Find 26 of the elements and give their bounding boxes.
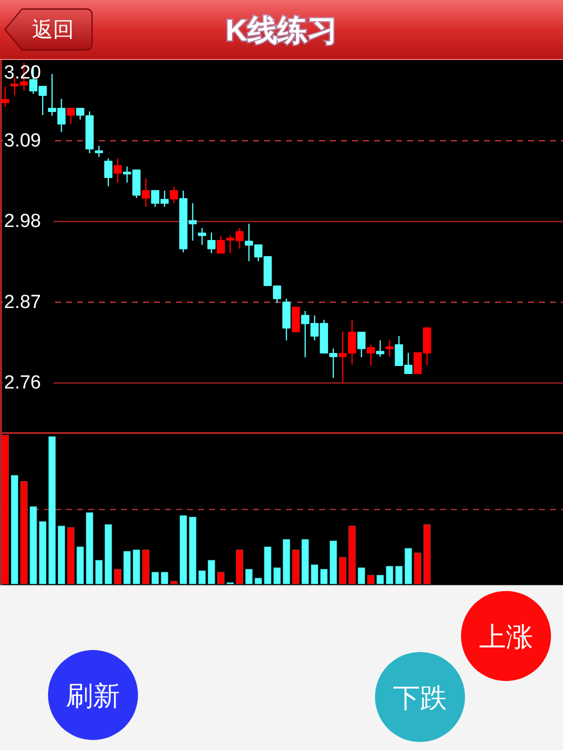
candlestick <box>114 158 122 184</box>
candlestick <box>385 340 394 358</box>
candlestick <box>198 228 206 246</box>
y-tick-label: 2.87 <box>4 292 41 313</box>
candlestick <box>282 298 291 342</box>
y-tick-label: 2.76 <box>4 372 41 394</box>
candlestick <box>76 108 84 120</box>
candlestick <box>1 86 10 108</box>
candlestick <box>292 306 300 332</box>
candlestick <box>357 332 366 358</box>
candlestick <box>207 232 216 254</box>
candlestick <box>366 344 375 366</box>
chart-title: K线练习 <box>226 14 338 48</box>
candlestick <box>94 145 104 158</box>
candlestick <box>66 108 75 124</box>
candlestick <box>170 186 178 204</box>
candlestick <box>142 178 150 208</box>
text: 上涨 <box>479 622 533 652</box>
candlestick <box>104 158 112 187</box>
text: 下跌 <box>393 683 447 713</box>
text: 刷新 <box>66 681 120 711</box>
y-tick-label: 2.98 <box>4 211 41 232</box>
candlestick <box>85 110 94 154</box>
text: 返回 <box>32 18 74 42</box>
candlestick <box>376 340 384 358</box>
y-tick-label: 3.09 <box>4 130 41 152</box>
